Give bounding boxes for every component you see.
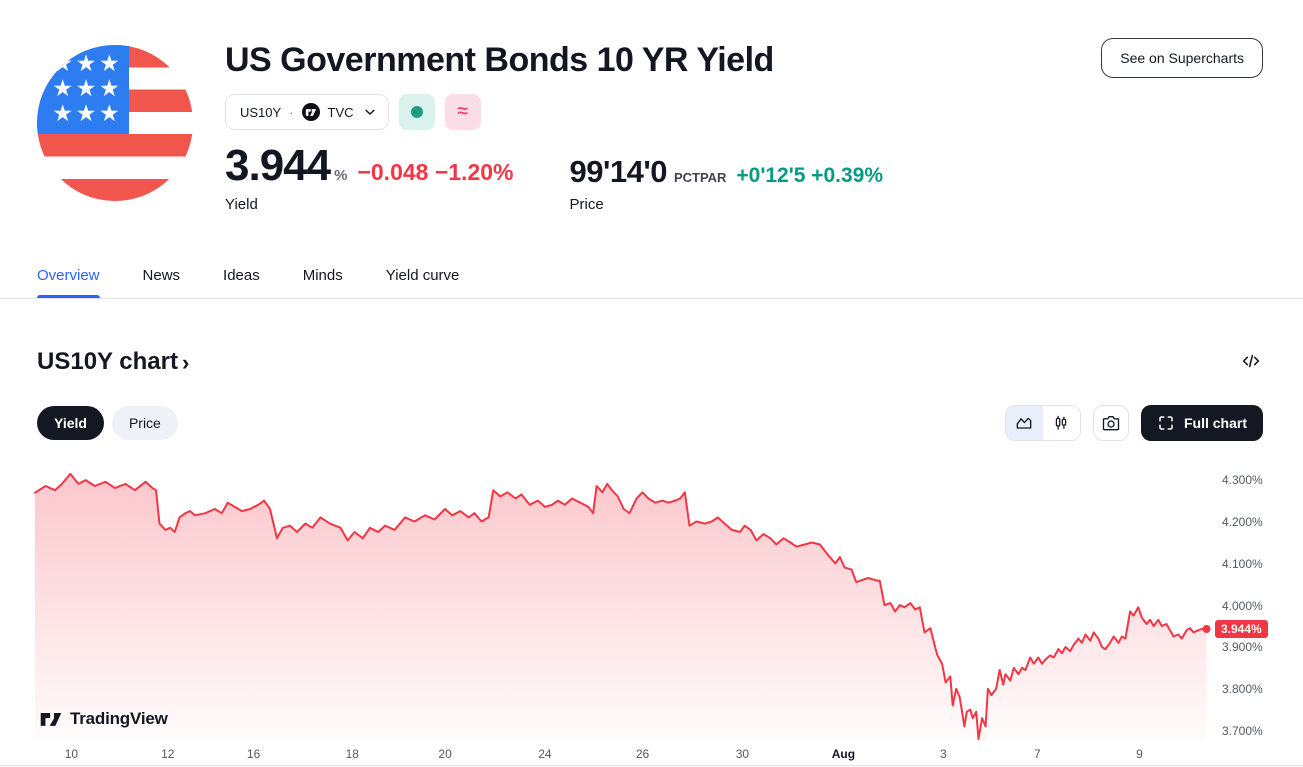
price-axis[interactable]: 4.300% 4.200% 4.100% 4.000% 3.900% 3.800% 3.70…	[1210, 463, 1303, 739]
tab-bar: Overview News Ideas Minds Yield curve	[0, 257, 1303, 299]
area-fill	[35, 473, 1207, 739]
yield-value: 3.944	[225, 141, 331, 190]
chart-section-link[interactable]: US10Y chart ›	[37, 347, 189, 377]
code-icon	[1242, 354, 1260, 368]
market-open-dot-icon	[410, 106, 423, 118]
us-flag-icon: ★ ★ ★ ★ ★ ★ ★ ★ ★	[37, 45, 193, 201]
tab-yield-curve[interactable]: Yield curve	[385, 267, 460, 284]
chart-style-segmented-control	[1004, 405, 1081, 441]
star-icon: ★	[75, 49, 97, 76]
header: ★ ★ ★ ★ ★ ★ ★ ★ ★ US Government Bonds 10 YR Yi…	[0, 0, 1303, 213]
tradingview-watermark: TradingView	[39, 707, 168, 731]
time-axis[interactable]: 10 12 16 18 20 24 26 30 Aug 3 7 9	[35, 739, 1210, 765]
y-axis-label: 4.100%	[1222, 556, 1263, 571]
yield-curve-plot	[34, 472, 1211, 740]
x-axis-label: 30	[735, 747, 750, 761]
chart-section: US10Y chart › Yield Price	[0, 347, 1303, 766]
star-icon: ★	[99, 74, 120, 101]
x-axis-label: 18	[345, 747, 359, 761]
star-icon: ★	[99, 99, 120, 126]
tab-ideas[interactable]: Ideas	[223, 267, 260, 284]
star-icon: ★	[52, 49, 73, 76]
full-chart-button[interactable]: Full chart	[1140, 405, 1263, 441]
y-axis-label: 3.700%	[1222, 724, 1263, 739]
price-toggle-button[interactable]: Price	[111, 406, 178, 440]
yield-area-chart[interactable]: TradingView	[34, 463, 1211, 740]
symbol-ticker: US10Y	[240, 104, 282, 120]
symbol-exchange: TVC	[327, 104, 354, 120]
tab-minds[interactable]: Minds	[302, 267, 343, 284]
y-axis-label: 4.300%	[1222, 473, 1263, 488]
yield-unit: %	[334, 167, 348, 184]
price-unit: PCTPAR	[673, 170, 727, 185]
tab-news[interactable]: News	[142, 267, 181, 284]
x-axis-label: 20	[438, 747, 452, 761]
area-chart-icon	[1017, 417, 1032, 429]
flag-canton: ★ ★ ★ ★ ★ ★ ★ ★ ★	[37, 45, 130, 134]
tab-overview[interactable]: Overview	[37, 257, 100, 298]
snapshot-button[interactable]	[1092, 405, 1129, 441]
chevron-right-icon: ›	[181, 350, 190, 375]
x-axis-label: 12	[161, 747, 175, 761]
price-label: Price	[569, 196, 604, 213]
candles-chart-style-button[interactable]	[1042, 406, 1080, 440]
x-axis-label: 24	[538, 747, 552, 761]
x-axis-label: 7	[1033, 747, 1041, 761]
price-change: +0'12'5 +0.39%	[736, 164, 884, 187]
yield-label: Yield	[225, 196, 258, 213]
last-price-badge: 3.944%	[1215, 620, 1268, 638]
chevron-down-icon	[364, 109, 375, 115]
x-axis-label: 9	[1136, 747, 1143, 761]
watermark-label: TradingView	[70, 709, 168, 728]
star-icon: ★	[52, 99, 73, 126]
divider	[0, 765, 1303, 766]
yield-line	[34, 472, 1208, 740]
y-axis-label: 3.900%	[1222, 640, 1263, 655]
y-axis-label: 4.200%	[1222, 515, 1263, 529]
full-chart-label: Full chart	[1183, 415, 1247, 431]
last-price-dot	[1202, 625, 1211, 633]
camera-icon	[1102, 416, 1120, 431]
tradingview-logo-icon	[40, 713, 62, 726]
chart-section-heading: US10Y chart	[37, 348, 178, 375]
tradingview-logo-icon	[301, 103, 320, 121]
y-axis-label: 4.000%	[1222, 598, 1263, 613]
expand-icon	[1159, 416, 1173, 430]
delayed-data-chip[interactable]: ≈	[444, 94, 481, 130]
star-icon: ★	[75, 74, 97, 101]
x-axis-label: 26	[635, 747, 650, 761]
star-icon: ★	[75, 99, 97, 126]
see-on-supercharts-button[interactable]: See on Supercharts	[1101, 38, 1263, 78]
embed-code-button[interactable]	[1239, 350, 1263, 374]
market-status-chip[interactable]	[398, 94, 435, 130]
symbol-selector[interactable]: US10Y · TVC	[225, 94, 389, 130]
candlestick-icon	[1056, 415, 1067, 430]
yield-toggle-button[interactable]: Yield	[37, 406, 104, 440]
yield-change: −0.048 −1.20%	[357, 159, 514, 185]
page-title: US Government Bonds 10 YR Yield	[225, 41, 774, 79]
y-axis-label: 3.800%	[1222, 682, 1263, 697]
yield-quote: 3.944 % −0.048 −1.20% Yield	[225, 141, 514, 214]
separator: ·	[289, 104, 294, 120]
x-axis-label: 3	[939, 747, 947, 761]
star-icon: ★	[99, 49, 120, 76]
star-icon: ★	[52, 74, 73, 101]
x-axis-label: 10	[64, 747, 79, 761]
x-axis-label: Aug	[831, 747, 856, 761]
price-value: 99'14'0	[569, 154, 667, 189]
price-quote: 99'14'0 PCTPAR +0'12'5 +0.39% Price	[569, 156, 883, 213]
approx-icon: ≈	[457, 101, 468, 122]
x-axis-label: 16	[246, 747, 261, 761]
area-chart-style-button[interactable]	[1005, 406, 1043, 440]
